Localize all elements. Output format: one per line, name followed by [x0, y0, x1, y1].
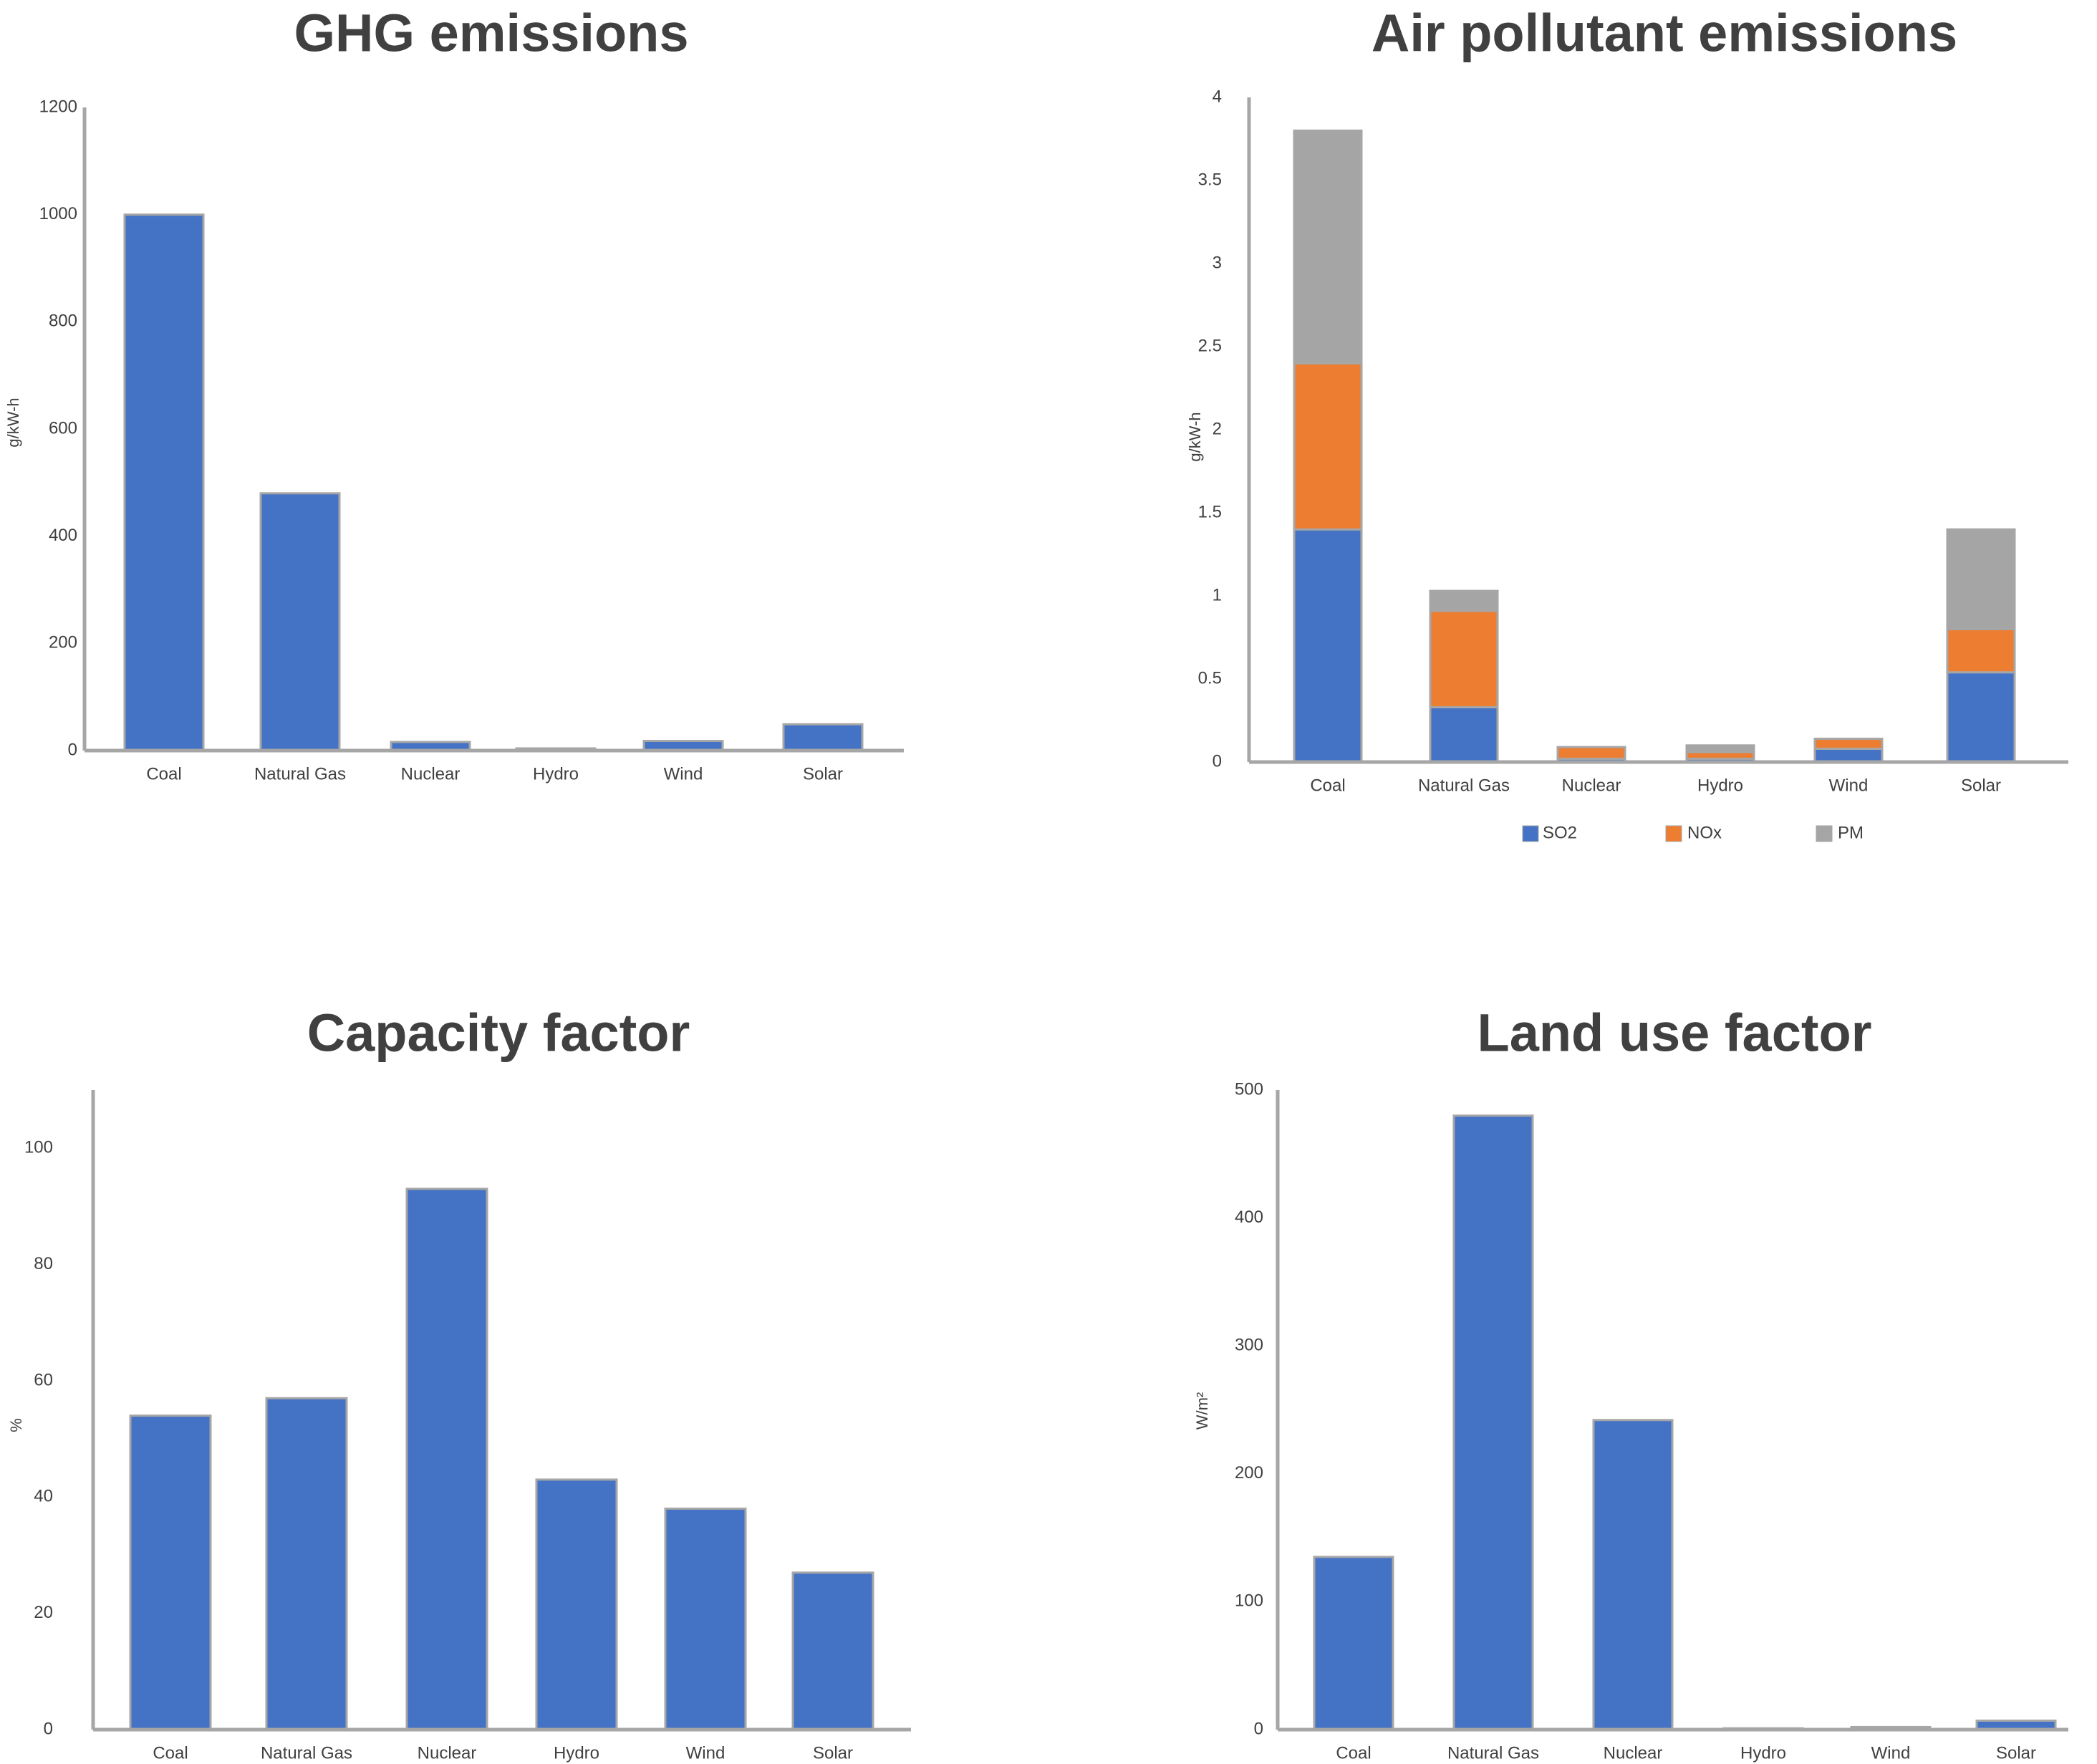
x-category-label: Hydro — [533, 764, 579, 784]
x-category-label: Wind — [1871, 1743, 1911, 1763]
chart-air: Air pollutant emissions g/kW-h 0 0.5 1 1.5 2 2.… — [1186, 4, 2068, 842]
y-axis-label: g/kW-h — [1186, 412, 1204, 461]
bar-nox-solar — [1946, 627, 2016, 674]
bar-nox-natural-gas — [1429, 609, 1499, 708]
bar-so2-natural-gas — [1429, 705, 1499, 763]
bar-nox-nuclear — [1556, 746, 1626, 760]
x-category-label: Hydro — [1740, 1743, 1786, 1763]
x-category-label: Solar — [1961, 776, 2001, 795]
x-category-label: Natural Gas — [1447, 1743, 1539, 1763]
bar-nuclear — [405, 1187, 488, 1731]
x-category-label: Hydro — [554, 1743, 599, 1763]
x-category-label: Natural Gas — [254, 764, 346, 784]
x-category-label: Nuclear — [401, 764, 461, 784]
x-category-label: Nuclear — [1604, 1743, 1663, 1763]
legend-swatch-pm — [1816, 825, 1833, 842]
y-tick-label: 100 — [1235, 1591, 1263, 1611]
y-tick-label: 20 — [34, 1603, 53, 1622]
y-tick-label: 1 — [1213, 585, 1222, 604]
bar-nuclear — [1592, 1419, 1674, 1731]
y-tick-label: 0 — [1213, 751, 1222, 771]
y-tick-label: 60 — [34, 1370, 53, 1389]
y-axis-label: g/kW-h — [4, 397, 22, 447]
y-tick-label: 800 — [49, 312, 77, 331]
bar-solar — [782, 723, 864, 752]
bar-natural-gas — [259, 492, 341, 752]
chart-land: Land use factor W/m² 0 100 200 300 400 500 Coal N… — [1193, 1003, 2068, 1763]
y-tick-label: 1200 — [39, 97, 77, 116]
x-category-label: Hydro — [1697, 776, 1743, 795]
y-tick-label: 3.5 — [1198, 170, 1222, 189]
bar-nox-coal — [1293, 362, 1363, 531]
x-category-label: Nuclear — [418, 1743, 477, 1763]
y-tick-label: 400 — [1235, 1208, 1263, 1227]
y-tick-label: 0 — [1254, 1719, 1263, 1738]
y-tick-label: 0.5 — [1198, 668, 1222, 688]
bar-pm-solar — [1946, 528, 2016, 630]
legend-swatch-nox — [1665, 825, 1682, 842]
y-tick-label: 40 — [34, 1487, 53, 1506]
y-tick-label: 200 — [49, 633, 77, 652]
x-category-label: Solar — [803, 764, 843, 784]
bar-so2-solar — [1946, 671, 2016, 763]
x-category-label: Solar — [813, 1743, 853, 1763]
y-tick-label: 300 — [1235, 1336, 1263, 1355]
bar-wind — [664, 1508, 747, 1731]
y-tick-label: 200 — [1235, 1463, 1263, 1483]
bar-so2-coal — [1293, 528, 1363, 763]
legend-label: PM — [1838, 823, 1864, 842]
y-tick-label: 2 — [1213, 419, 1222, 438]
x-category-label: Solar — [1996, 1743, 2036, 1763]
y-tick-label: 0 — [44, 1719, 53, 1738]
bar-so2-wind — [1813, 747, 1884, 763]
y-tick-label: 0 — [68, 740, 77, 759]
bar-solar — [791, 1571, 874, 1731]
y-tick-label: 600 — [49, 418, 77, 438]
x-category-label: Nuclear — [1562, 776, 1621, 795]
bar-natural-gas — [1452, 1114, 1534, 1731]
legend-swatch-so2 — [1522, 825, 1539, 842]
bar-pm-natural-gas — [1429, 589, 1499, 612]
x-category-label: Coal — [153, 1743, 188, 1763]
chart-title: GHG emissions — [294, 4, 688, 63]
y-tick-label: 100 — [24, 1138, 53, 1157]
bar-coal — [123, 213, 205, 752]
x-category-label: Wind — [1829, 776, 1869, 795]
chart-title: Air pollutant emissions — [1372, 4, 1957, 63]
chart-capacity: Capacity factor% 0 20 40 60 80 100 Coal Natural … — [7, 1003, 911, 1763]
y-tick-label: 1000 — [39, 204, 77, 223]
y-tick-label: 4 — [1213, 87, 1222, 106]
x-category-label: Natural Gas — [1418, 776, 1510, 795]
y-tick-label: 80 — [34, 1254, 53, 1273]
bar-pm-hydro — [1685, 744, 1755, 753]
bar-natural-gas — [265, 1397, 348, 1731]
x-category-label: Wind — [664, 764, 703, 784]
x-category-label: Wind — [686, 1743, 725, 1763]
bar-pm-coal — [1293, 129, 1363, 365]
x-category-label: Coal — [1310, 776, 1345, 795]
x-category-label: Coal — [1336, 1743, 1371, 1763]
x-category-label: Natural Gas — [261, 1743, 352, 1763]
bar-nox-wind — [1813, 738, 1884, 750]
chart-title: Land use factor — [1477, 1003, 1872, 1063]
chart-title: Capacity factor — [307, 1003, 690, 1063]
legend-label: NOx — [1687, 823, 1722, 842]
legend-label: SO2 — [1543, 823, 1577, 842]
chart-ghg: GHG emissions g/kW-h 0 200 400 600 800 1000 1200… — [4, 4, 904, 784]
y-axis-label: % — [7, 1418, 25, 1432]
y-tick-label: 2.5 — [1198, 336, 1222, 355]
y-tick-label: 3 — [1213, 253, 1222, 272]
y-tick-label: 500 — [1235, 1079, 1263, 1099]
y-axis-label: W/m² — [1193, 1392, 1211, 1430]
bar-hydro — [535, 1478, 618, 1731]
y-tick-label: 1.5 — [1198, 502, 1222, 521]
bar-coal — [1313, 1556, 1394, 1731]
bar-coal — [129, 1414, 212, 1731]
x-category-label: Coal — [146, 764, 181, 784]
y-tick-label: 400 — [49, 526, 77, 545]
